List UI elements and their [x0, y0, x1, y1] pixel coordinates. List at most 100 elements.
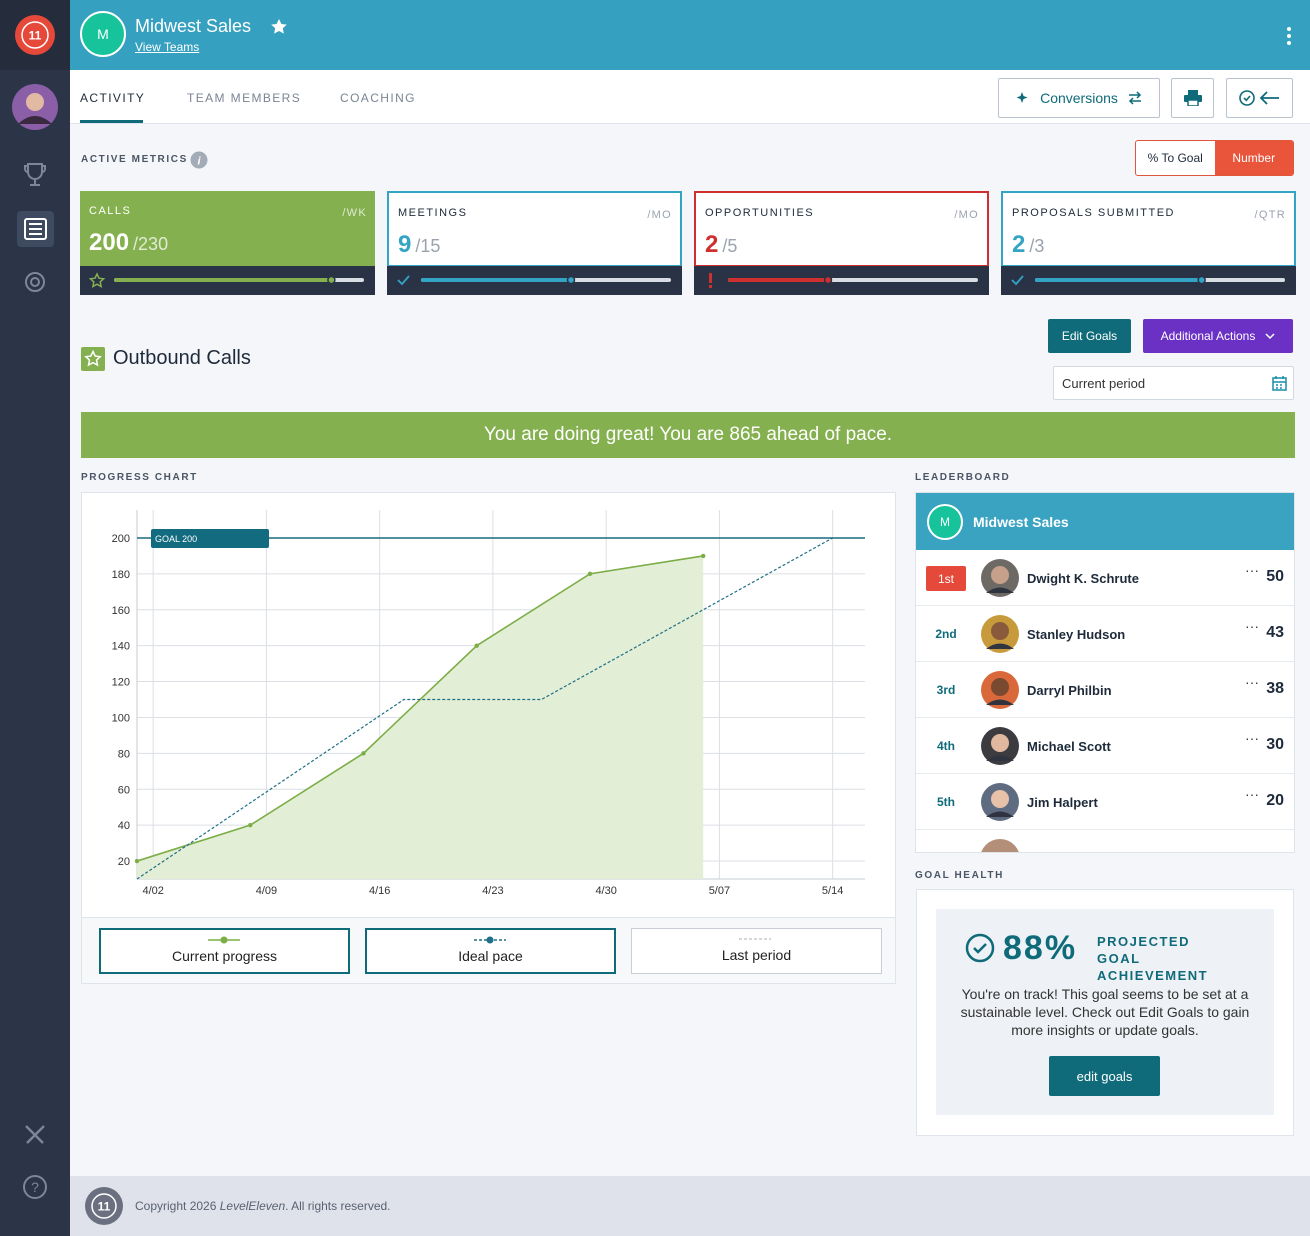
metric-name: MEETINGS	[398, 207, 468, 219]
goal-title: PROJECTED GOAL ACHIEVEMENT	[1097, 934, 1209, 983]
sparkle-icon	[1016, 92, 1028, 103]
conversions-button[interactable]: Conversions	[998, 78, 1160, 118]
rank: 5th	[937, 795, 955, 809]
metric-period: /MO	[954, 209, 979, 221]
progress-fill	[421, 278, 571, 282]
more-dots[interactable]: ···	[1245, 730, 1259, 746]
x-tick-label: 4/02	[142, 885, 163, 897]
avatar-face	[991, 790, 1009, 808]
edit-goals-link-button[interactable]: edit goals	[1049, 1056, 1160, 1096]
footer: 11 Copyright 2026 LevelEleven. All right…	[70, 1176, 1310, 1236]
more-dots[interactable]: ···	[1245, 562, 1259, 578]
copyright-rest: . All rights reserved.	[285, 1199, 391, 1213]
line	[136, 537, 833, 880]
x-tick-label: 4/09	[256, 885, 277, 897]
toggle-option[interactable]: % To Goal	[1147, 151, 1203, 165]
swap-icon	[1128, 91, 1141, 105]
avatar-face	[991, 622, 1009, 640]
leaderboard-row[interactable]: 3rd Darryl Philbin ··· 38	[916, 662, 1294, 718]
score: 38	[1266, 680, 1284, 697]
favorite-star[interactable]	[270, 18, 288, 36]
score: 30	[1266, 736, 1284, 753]
rank: 3rd	[936, 683, 956, 697]
member-name: Michael Scott	[1027, 739, 1111, 754]
metric-value-row: 2/5	[705, 231, 737, 259]
logo[interactable]	[15, 15, 55, 55]
y-tick-label: 180	[112, 569, 130, 581]
metric-bar	[694, 266, 989, 295]
metric-bar	[80, 266, 375, 295]
score: 20	[1266, 792, 1284, 809]
view-teams-link[interactable]: View Teams	[135, 40, 200, 54]
y-tick-label: 80	[118, 748, 130, 760]
metric-card[interactable]: MEETINGS/MO 9/15	[387, 191, 682, 295]
print-button[interactable]	[1171, 78, 1214, 118]
metric-value-row: 200/230	[89, 229, 168, 257]
member-name: Dwight K. Schrute	[1027, 571, 1139, 586]
period-text: Current period	[1062, 376, 1146, 391]
legend-dot	[486, 936, 494, 944]
member-name: Darryl Philbin	[1027, 683, 1112, 698]
leaderboard-row[interactable]: 5th Jim Halpert ··· 20	[916, 774, 1294, 830]
metric-goal: /5	[722, 236, 738, 256]
x-tick-label: 5/07	[709, 885, 730, 897]
metric-card[interactable]: PROPOSALS SUBMITTED/QTR 2/3	[1001, 191, 1296, 295]
legend-item[interactable]: Ideal pace	[365, 928, 616, 974]
legend-item[interactable]: Current progress	[99, 928, 350, 974]
leaderboard-row[interactable]: 1st Dwight K. Schrute ··· 50	[916, 550, 1294, 606]
tab[interactable]: TEAM MEMBERS	[187, 91, 302, 105]
rank: 2nd	[935, 627, 957, 641]
legend-swatch	[739, 938, 771, 940]
avatar	[981, 727, 1019, 765]
point	[701, 553, 706, 559]
more-dots[interactable]: ···	[1245, 786, 1259, 802]
score: 43	[1266, 624, 1284, 641]
goal-health-inner: 88% PROJECTED GOAL ACHIEVEMENT You're on…	[936, 909, 1274, 1115]
team-name: Midwest Sales	[135, 16, 252, 36]
logo-text: 11	[29, 29, 42, 43]
svg-text:?: ?	[31, 1179, 39, 1195]
conversions-label: Conversions	[1040, 90, 1118, 106]
point	[134, 858, 140, 864]
legend-item[interactable]: Last period	[631, 928, 882, 974]
metric-card[interactable]: OPPORTUNITIES/MO 2/5	[694, 191, 989, 295]
metric-period: /WK	[342, 207, 367, 219]
chart-panel: 20 40 60 80 100 120 140 160 180 200 4/02 4/09 4/16 4/…	[81, 492, 896, 984]
trophy-icon[interactable]	[24, 163, 46, 186]
avatar-body	[986, 755, 1014, 761]
complete-button[interactable]	[1226, 78, 1293, 118]
brand: LevelEleven	[219, 1199, 286, 1213]
info-icon[interactable]: i	[190, 151, 208, 169]
outbound-star-icon	[81, 347, 105, 371]
avatar-body	[986, 699, 1014, 705]
goal-text: You're on track! This goal seems to be s…	[960, 986, 1250, 1038]
check-icon	[965, 933, 995, 963]
progress-marker	[823, 275, 833, 285]
badge-icon[interactable]	[25, 272, 45, 292]
tab[interactable]: COACHING	[340, 91, 416, 105]
metric-card[interactable]: CALLS/WK 200/230	[80, 191, 375, 295]
tools-icon[interactable]	[25, 1125, 45, 1144]
metric-toggle: % To Goal Number	[1135, 140, 1294, 176]
additional-actions-label: Additional Actions	[1160, 329, 1256, 343]
more-dots[interactable]: ···	[1245, 618, 1259, 634]
avatar	[981, 559, 1019, 597]
tab[interactable]: ACTIVITY	[80, 91, 146, 105]
progress-marker	[1197, 275, 1206, 285]
member-name: Stanley Hudson	[1027, 627, 1126, 642]
leaderboard-row[interactable]: 2nd Stanley Hudson ··· 43	[916, 606, 1294, 662]
goal-health-card: 88% PROJECTED GOAL ACHIEVEMENT You're on…	[916, 889, 1294, 1136]
help-icon[interactable]: ?	[23, 1175, 47, 1199]
toggle-option[interactable]: Number	[1214, 141, 1293, 175]
additional-actions-button[interactable]: Additional Actions	[1143, 319, 1293, 353]
leaderboard-row[interactable]: 4th Michael Scott ··· 30	[916, 718, 1294, 774]
more-dots[interactable]: ···	[1245, 674, 1259, 690]
avatar-face	[991, 566, 1009, 584]
edit-goals-button[interactable]: Edit Goals	[1048, 319, 1131, 353]
footer-logo-text: 11	[98, 1200, 111, 1214]
metric-bar	[1001, 266, 1296, 295]
menu-kebab[interactable]	[1284, 25, 1294, 47]
status-icon	[397, 275, 410, 286]
period-input[interactable]: Current period	[1053, 366, 1294, 400]
legend-swatch	[474, 936, 506, 944]
